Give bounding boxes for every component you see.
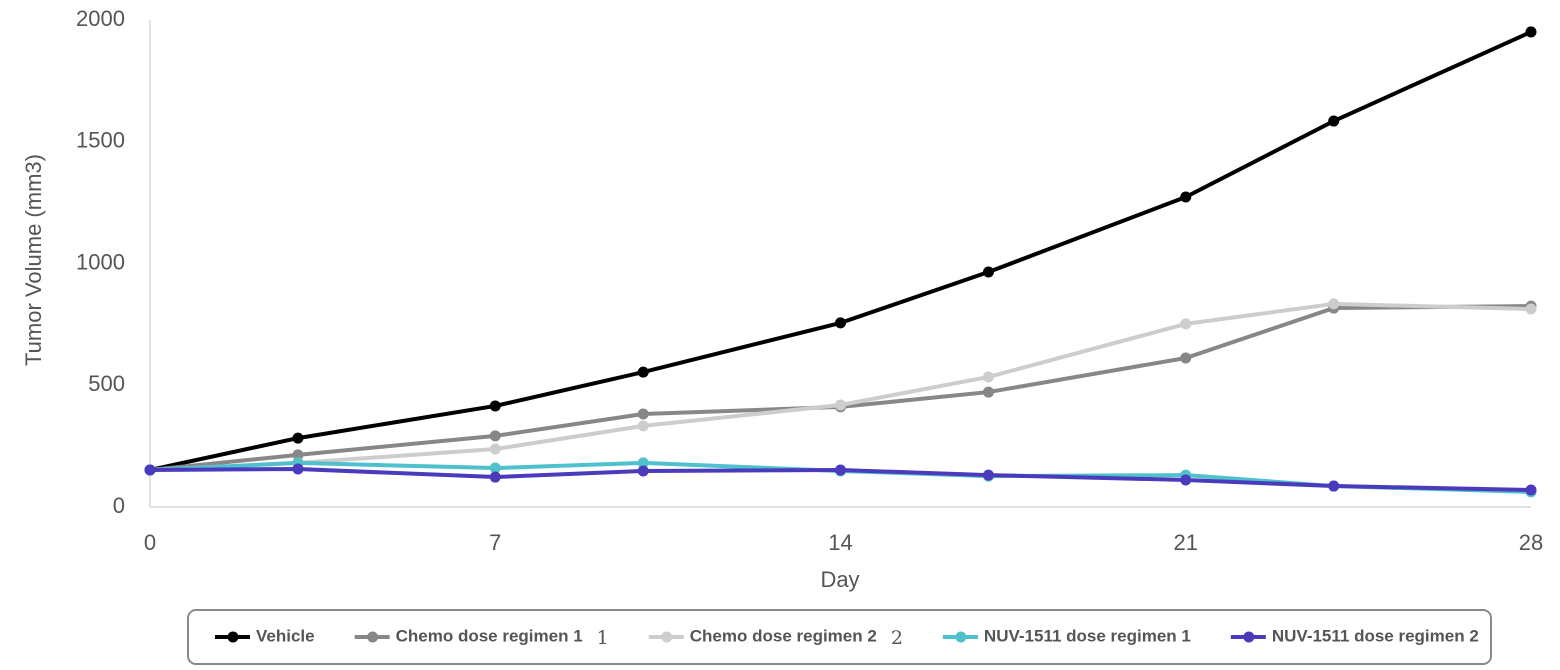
- data-point: [292, 432, 304, 444]
- x-axis-title: Day: [820, 567, 859, 592]
- data-point: [489, 443, 501, 455]
- data-point: [637, 408, 649, 420]
- y-tick-label: 1500: [76, 128, 125, 153]
- legend-label: Vehicle: [256, 626, 315, 645]
- data-point: [1328, 298, 1340, 310]
- data-point: [637, 366, 649, 378]
- legend-swatch-dot: [227, 631, 239, 643]
- data-point: [637, 465, 649, 477]
- legend-label: Chemo dose regimen 1: [396, 626, 583, 645]
- legend-swatch-dot: [661, 631, 673, 643]
- y-tick-label: 0: [113, 493, 125, 518]
- data-point: [489, 471, 501, 483]
- data-point: [982, 469, 994, 481]
- legend-note: 1: [597, 627, 609, 649]
- data-point: [1328, 480, 1340, 492]
- data-point: [982, 386, 994, 398]
- legend-swatch-dot: [955, 631, 967, 643]
- series-line: [149, 301, 1532, 472]
- data-point: [1180, 474, 1192, 486]
- x-tick-label: 0: [144, 530, 156, 555]
- data-point: [637, 420, 649, 432]
- legend-note: 2: [891, 627, 903, 649]
- y-tick-label: 1000: [76, 249, 125, 274]
- y-tick-label: 500: [88, 371, 125, 396]
- legend-label: NUV-1511 dose regimen 1: [984, 626, 1191, 645]
- data-point: [982, 266, 994, 278]
- x-tick-label: 14: [828, 530, 852, 555]
- y-axis-title: Tumor Volume (mm3): [21, 154, 46, 366]
- data-point: [489, 462, 501, 474]
- data-point: [1525, 303, 1537, 315]
- data-point: [1180, 318, 1192, 330]
- x-tick-label: 7: [489, 530, 501, 555]
- data-point: [1180, 352, 1192, 364]
- series-line: [149, 304, 1532, 472]
- data-point: [835, 399, 846, 411]
- data-point: [1328, 115, 1340, 127]
- data-point: [982, 371, 994, 383]
- y-tick-label: 2000: [76, 6, 125, 31]
- data-point: [1180, 191, 1192, 203]
- legend-swatch-dot: [367, 631, 379, 643]
- data-point: [489, 430, 501, 442]
- data-point: [1525, 484, 1537, 496]
- legend-box: [187, 609, 1492, 665]
- legend-label: NUV-1511 dose regimen 2: [1272, 626, 1479, 645]
- x-tick-label: 21: [1174, 530, 1198, 555]
- data-point: [637, 457, 649, 469]
- data-point: [1525, 26, 1537, 38]
- data-point: [489, 400, 501, 412]
- legend-label: Chemo dose regimen 2: [690, 626, 877, 645]
- data-point: [292, 463, 304, 475]
- data-point: [292, 449, 304, 461]
- data-point: [835, 317, 846, 329]
- x-tick-label: 28: [1519, 530, 1543, 555]
- legend-swatch-dot: [1243, 631, 1255, 643]
- data-point: [144, 464, 156, 476]
- data-point: [835, 464, 846, 476]
